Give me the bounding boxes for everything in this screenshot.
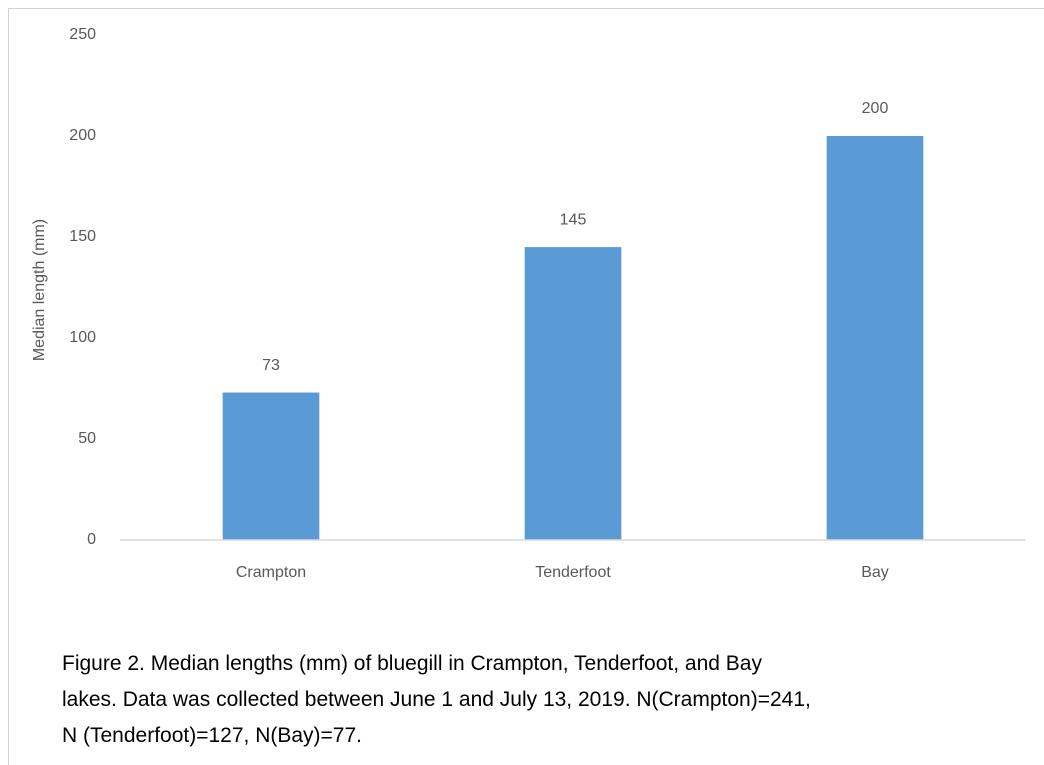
caption-line: N (Tenderfoot)=127, N(Bay)=77. — [62, 724, 362, 747]
caption-line: lakes. Data was collected between June 1… — [62, 688, 811, 711]
x-tick-label: Crampton — [236, 564, 306, 581]
y-axis-label: Median length (mm) — [31, 219, 48, 361]
data-label: 200 — [862, 100, 889, 117]
x-tick-label: Tenderfoot — [535, 564, 611, 581]
bar — [826, 136, 924, 540]
y-tick-label: 250 — [69, 26, 96, 43]
y-tick-label: 100 — [69, 329, 96, 346]
x-tick-label: Bay — [861, 564, 889, 581]
caption-line: Figure 2. Median lengths (mm) of bluegil… — [62, 652, 762, 675]
data-label: 73 — [262, 357, 280, 374]
y-tick-label: 200 — [69, 127, 96, 144]
y-tick-label: 0 — [87, 531, 96, 548]
bar — [222, 392, 320, 540]
y-tick-label: 150 — [69, 228, 96, 245]
data-label: 145 — [560, 211, 587, 228]
bar — [524, 247, 622, 540]
y-tick-label: 50 — [78, 430, 96, 447]
